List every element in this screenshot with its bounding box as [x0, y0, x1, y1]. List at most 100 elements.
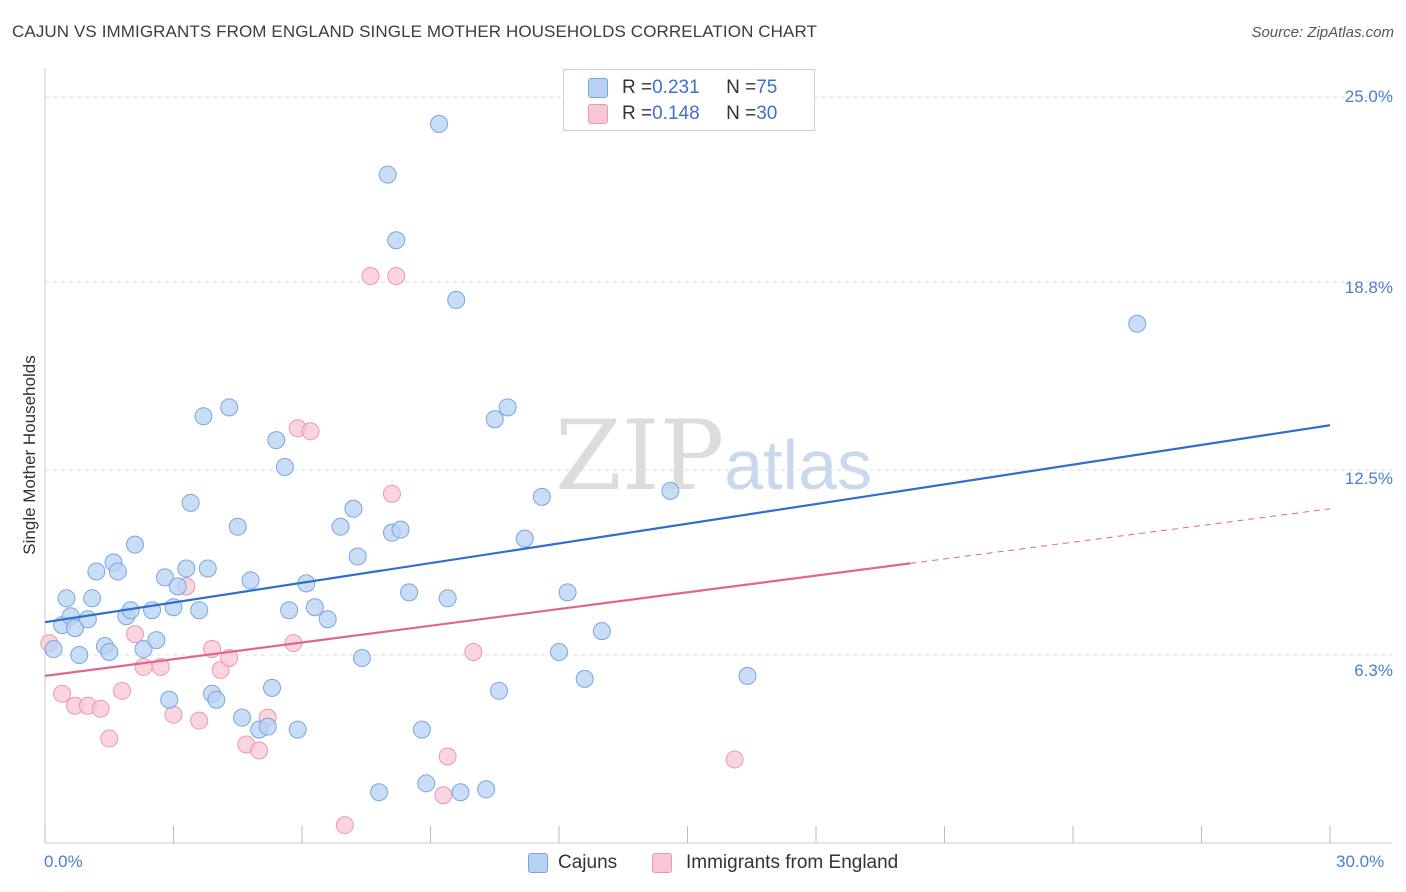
cajun-point: [70, 646, 89, 665]
legend-r-value: 0.148: [652, 103, 700, 124]
england-point: [250, 741, 269, 760]
cajun-point: [57, 589, 76, 608]
england-swatch: [588, 104, 608, 124]
legend-n-label: N =: [726, 103, 757, 124]
cajun-point: [378, 165, 397, 184]
england-point: [382, 484, 401, 503]
england-point: [361, 267, 380, 286]
cajun-point: [65, 619, 84, 638]
y-tick-label: 18.8%: [1344, 278, 1393, 297]
cajun-point: [344, 499, 363, 518]
cajun-point: [78, 610, 97, 629]
watermark-accent: atlas: [724, 426, 873, 504]
cajun-point: [275, 458, 294, 477]
england-point: [91, 699, 110, 718]
watermark-main: ZIP: [555, 400, 725, 512]
england-point: [151, 657, 170, 676]
cajun-swatch: [588, 78, 608, 98]
cajun-point: [181, 493, 200, 512]
cajun-point: [134, 640, 153, 659]
cajun-point: [387, 231, 406, 250]
cajun-point: [430, 114, 449, 133]
england-point: [387, 267, 406, 286]
england-point: [434, 786, 453, 805]
england-point: [100, 729, 119, 748]
cajun-point: [352, 648, 371, 667]
cajun-point: [438, 589, 457, 608]
cajun-point: [305, 598, 324, 617]
cajun-point: [592, 622, 611, 641]
bottom-legend-label: Cajuns: [558, 852, 618, 873]
legend-r-label: R =: [622, 103, 653, 124]
cajun-point: [155, 568, 174, 587]
correlation-legend: R = 0.231 N = 75 R = 0.148 N = 30: [563, 69, 815, 131]
cajun-point: [220, 398, 239, 417]
cajun-point: [447, 290, 466, 309]
legend-r-value: 0.231: [652, 77, 700, 98]
x-tick-label: 0.0%: [44, 852, 83, 871]
cajun-point: [207, 690, 226, 709]
england-point: [335, 816, 354, 835]
chart-title: CAJUN VS IMMIGRANTS FROM ENGLAND SINGLE …: [12, 22, 818, 41]
england-point: [301, 422, 320, 441]
legend-row-england: R = 0.148 N = 30: [588, 102, 777, 126]
cajun-point: [532, 487, 551, 506]
england-point: [164, 705, 183, 724]
cajun-point: [258, 717, 277, 736]
cajun-point: [318, 610, 337, 629]
cajun-point: [44, 640, 63, 659]
cajun-point: [160, 690, 179, 709]
legend-n-label: N =: [726, 77, 757, 98]
cajun-point: [241, 571, 260, 590]
cajun-point: [100, 643, 119, 662]
cajun-point: [661, 481, 680, 500]
cajun-point: [87, 562, 106, 581]
england-point: [53, 684, 72, 703]
england-trend-line: [44, 562, 911, 677]
england-trend-extension: [910, 508, 1331, 564]
england-swatch: [652, 853, 672, 873]
cajun-point: [451, 783, 470, 802]
y-tick-label: 6.3%: [1354, 661, 1393, 680]
cajun-point: [168, 577, 187, 596]
cajun-point: [108, 562, 127, 581]
cajun-point: [412, 720, 431, 739]
y-tick-label: 25.0%: [1344, 87, 1393, 106]
cajun-point: [190, 601, 209, 620]
cajun-point: [267, 431, 286, 450]
cajun-point: [1128, 314, 1147, 333]
cajun-point: [263, 678, 282, 697]
cajun-point: [83, 589, 102, 608]
england-point: [438, 747, 457, 766]
bottom-legend-label: Immigrants from England: [686, 852, 899, 873]
cajun-point: [515, 529, 534, 548]
cajun-point: [331, 517, 350, 536]
x-tick-label: 30.0%: [1336, 852, 1385, 871]
source-label: Source: ZipAtlas.com: [1251, 24, 1394, 41]
y-axis-label: Single Mother Households: [20, 355, 39, 555]
england-point: [134, 657, 153, 676]
cajun-point: [280, 601, 299, 620]
cajun-point: [125, 535, 144, 554]
cajun-trend-line: [44, 424, 1331, 624]
cajun-point: [194, 407, 213, 426]
cajun-point: [233, 708, 252, 727]
bottom-legend-cajuns: Cajuns: [528, 852, 617, 874]
cajun-point: [147, 631, 166, 650]
legend-row-cajuns: R = 0.231 N = 75: [588, 76, 777, 100]
cajun-point: [228, 517, 247, 536]
cajun-point: [558, 583, 577, 602]
england-point: [113, 681, 132, 700]
england-point: [725, 750, 744, 769]
cajun-point: [177, 559, 196, 578]
legend-n-value: 75: [756, 77, 778, 98]
cajun-point: [288, 720, 307, 739]
england-point: [464, 643, 483, 662]
england-point: [190, 711, 209, 730]
bottom-legend-england: Immigrants from England: [652, 852, 898, 874]
cajun-point: [485, 410, 504, 429]
england-point: [125, 625, 144, 644]
cajun-point: [417, 774, 436, 793]
cajun-point: [370, 783, 389, 802]
